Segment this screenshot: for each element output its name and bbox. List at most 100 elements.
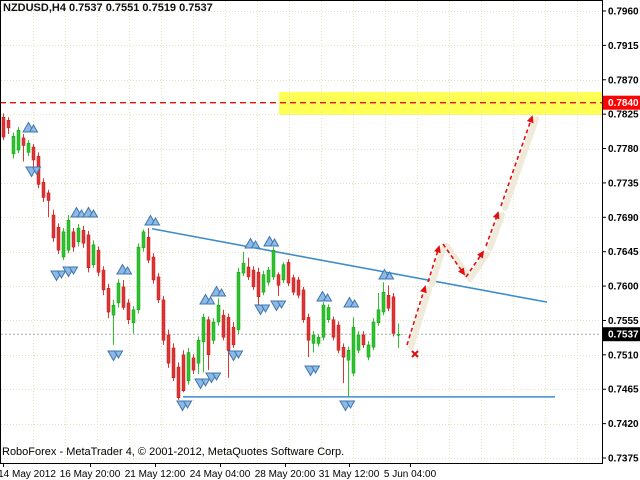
fractal-down-icon: [107, 350, 124, 362]
resistance-price-label-bg: [603, 95, 640, 110]
candle-body: [31, 146, 36, 161]
candle-body: [76, 227, 81, 243]
fractal-up-icon: [144, 214, 161, 226]
candle-body: [351, 327, 356, 374]
candle-body: [246, 266, 251, 278]
candle-body: [1, 116, 6, 138]
candle: [61, 228, 66, 261]
candle: [41, 178, 46, 203]
candle: [101, 266, 106, 296]
candle-body: [96, 249, 101, 273]
x-axis[interactable]: 14 May 2012 16 May 20:00 21 May 12:00 24 Ma…: [0, 463, 437, 480]
fractal-up-icon: [378, 268, 395, 280]
candle: [256, 267, 261, 308]
candle: [311, 331, 316, 353]
candle-body: [116, 282, 121, 304]
candle: [396, 323, 401, 348]
resistance-price-label: 0.7840: [608, 98, 639, 109]
candle-body: [131, 309, 136, 324]
date-label: 28 May 20:00: [255, 469, 316, 480]
projection-shadow-line: [408, 286, 432, 350]
candle-body: [6, 120, 11, 129]
candle: [126, 299, 131, 325]
candle-body: [381, 291, 386, 313]
candle: [156, 273, 161, 303]
y-axis[interactable]: 0.7960 0.7915 0.7870 0.7825 0.7780 0.7735 0.76…: [602, 7, 640, 465]
price-tick-label: 0.7600: [608, 282, 639, 293]
fractal-up-icon: [199, 293, 216, 305]
candle-body: [216, 304, 221, 323]
price-tick-label: 0.7510: [608, 350, 639, 361]
projection-shadow: [408, 116, 539, 350]
fractal-down-icon: [205, 372, 222, 384]
chart-title: NZDUSD,H4 0.7537 0.7551 0.7519 0.7537: [3, 2, 213, 14]
candle-body: [86, 234, 91, 268]
candle-body: [171, 347, 176, 379]
candle: [306, 313, 311, 358]
candle-body: [71, 231, 76, 248]
candle-body: [26, 142, 31, 153]
candle: [246, 257, 251, 280]
candle: [291, 274, 296, 296]
candle: [171, 343, 176, 381]
projection-arrow-line: [500, 115, 534, 207]
candle-body: [141, 231, 146, 249]
projection-arrow-line: [406, 285, 427, 346]
candle-body: [316, 337, 321, 344]
candle-body: [181, 354, 186, 392]
candle: [26, 140, 31, 157]
candle-body: [146, 236, 151, 261]
projection-shadow-line: [467, 251, 490, 282]
candle-body: [361, 334, 366, 346]
fractal-up-icon: [244, 237, 261, 249]
candle: [296, 276, 301, 299]
candle: [271, 247, 276, 280]
price-tick-label: 0.7375: [608, 454, 639, 465]
candle: [51, 209, 56, 242]
candle: [356, 331, 361, 354]
candle-body: [186, 352, 191, 382]
candle-body: [176, 366, 181, 398]
candle: [301, 286, 306, 323]
candle: [336, 321, 341, 354]
candle: [326, 304, 331, 323]
candle: [251, 266, 256, 290]
candle-body: [306, 317, 311, 341]
candle-body: [201, 317, 206, 343]
projection-arrow-line: [465, 250, 485, 278]
descending-trendline: [151, 227, 548, 303]
date-label: 5 Jun 04:00: [384, 469, 437, 480]
candle: [146, 228, 151, 264]
candle-body: [376, 309, 381, 324]
candle: [46, 189, 51, 218]
candle-body: [321, 304, 326, 338]
target-zone: [279, 91, 602, 115]
candle-body: [21, 137, 26, 146]
fractal-markers: [22, 121, 395, 412]
candle-body: [126, 302, 131, 320]
candle-body: [231, 327, 236, 346]
fractal-up-icon: [82, 206, 99, 218]
candle-body: [291, 277, 296, 293]
fractal-up-icon: [22, 121, 39, 133]
price-tick-label: 0.7690: [608, 213, 639, 224]
candle-body: [396, 333, 401, 336]
fractal-down-icon: [194, 378, 211, 390]
candle: [191, 354, 196, 374]
candle-body: [326, 307, 331, 320]
candle: [66, 215, 71, 254]
candle: [161, 296, 166, 345]
candle-body: [271, 249, 276, 278]
price-tick-label: 0.7735: [608, 178, 639, 189]
candle-body: [221, 314, 226, 338]
fractal-down-icon: [176, 400, 193, 412]
candle: [96, 246, 101, 277]
fractal-up-icon: [116, 263, 133, 275]
candle-body: [276, 274, 281, 286]
fractal-up-icon: [343, 296, 360, 308]
projection-shadow-line: [429, 246, 446, 287]
date-label: 31 May 12:00: [319, 469, 380, 480]
date-label: 14 May 2012: [0, 469, 56, 480]
candle: [261, 270, 266, 296]
